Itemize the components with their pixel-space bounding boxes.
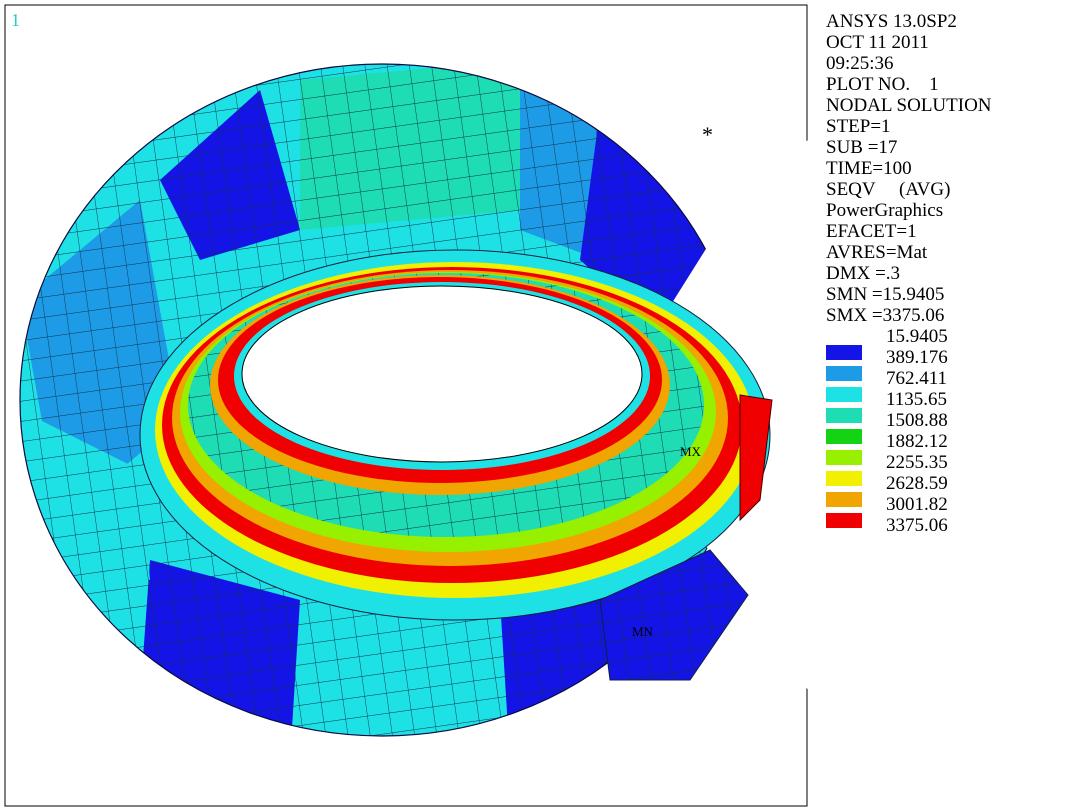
legend-swatch (826, 450, 862, 465)
info-line: OCT 11 2011 (826, 32, 929, 53)
legend-swatch (826, 408, 862, 423)
min-marker: MN (632, 624, 654, 639)
legend-label: 1508.88 (886, 410, 948, 431)
max-marker: MX (680, 444, 702, 459)
legend-swatch (826, 387, 862, 402)
legend-swatch (826, 492, 862, 507)
legend-label: 3375.06 (886, 515, 948, 536)
info-line: ANSYS 13.0SP2 (826, 11, 957, 32)
legend-swatch (826, 471, 862, 486)
legend-swatch (826, 429, 862, 444)
legend-label: 762.411 (886, 368, 947, 389)
model (19, 63, 773, 737)
legend-label: 1882.12 (886, 431, 948, 452)
info-line: PLOT NO. 1 (826, 74, 939, 95)
info-line: DMX =.3 (826, 263, 900, 284)
window-number: 1 (11, 10, 20, 30)
info-line: SMX =3375.06 (826, 305, 944, 326)
legend-swatch (826, 366, 862, 381)
legend-swatch (826, 345, 862, 360)
info-line: SEQV (AVG) (826, 179, 950, 200)
legend-label: 2628.59 (886, 473, 948, 494)
info-line: NODAL SOLUTION (826, 95, 992, 116)
info-line: TIME=100 (826, 158, 912, 179)
legend: 15.9405389.176762.4111135.651508.881882.… (826, 326, 948, 536)
info-line: AVRES=Mat (826, 242, 928, 263)
info-line: SUB =17 (826, 137, 897, 158)
legend-swatch (826, 513, 862, 528)
info-line: STEP=1 (826, 116, 891, 137)
info-line: 09:25:36 (826, 53, 894, 74)
legend-label: 3001.82 (886, 494, 948, 515)
legend-label: 389.176 (886, 347, 948, 368)
legend-label: 2255.35 (886, 452, 948, 473)
info-line: SMN =15.9405 (826, 284, 944, 305)
legend-label: 1135.65 (886, 389, 947, 410)
symbol-marker: * (702, 122, 713, 147)
info-line: EFACET=1 (826, 221, 917, 242)
legend-label: 15.9405 (886, 326, 948, 347)
info-line: PowerGraphics (826, 200, 943, 221)
